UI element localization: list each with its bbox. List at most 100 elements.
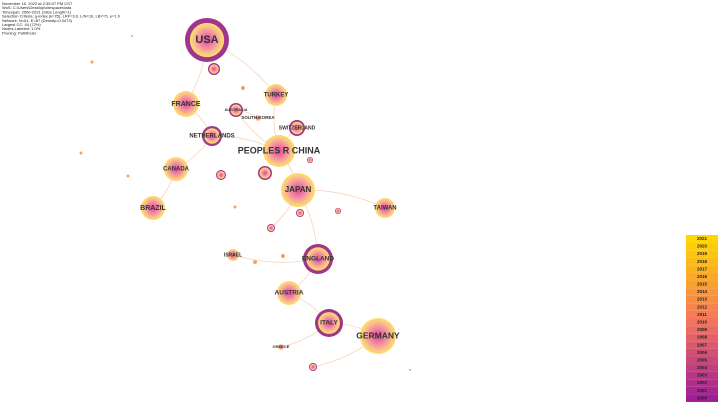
node bbox=[255, 115, 261, 121]
node bbox=[173, 91, 199, 117]
node bbox=[253, 260, 257, 264]
legend-year: 2012 bbox=[697, 304, 708, 309]
node bbox=[307, 157, 313, 163]
node bbox=[265, 84, 287, 106]
legend-swatch bbox=[686, 394, 718, 402]
legend-year: 2004 bbox=[697, 365, 708, 370]
legend: 2021 2020 2019 2018 2017 2016 2015 2014 2013 2012… bbox=[686, 235, 718, 402]
header-line: Network: N=61, E=87 (Density=0.0473) bbox=[2, 18, 73, 23]
legend-year: 2021 bbox=[697, 236, 708, 241]
node bbox=[409, 369, 411, 371]
legend-year: 2016 bbox=[697, 274, 708, 279]
node bbox=[375, 198, 395, 218]
node bbox=[263, 135, 295, 167]
legend-year: 2010 bbox=[697, 319, 708, 324]
legend-year: 2014 bbox=[697, 289, 708, 294]
node bbox=[296, 209, 304, 217]
legend-swatch bbox=[686, 356, 718, 365]
node bbox=[277, 281, 301, 305]
node-label: TURKEY bbox=[264, 93, 289, 99]
node bbox=[267, 224, 275, 232]
legend-swatch bbox=[686, 257, 718, 266]
legend-year: 2009 bbox=[697, 327, 708, 332]
legend-swatch bbox=[686, 379, 718, 387]
node bbox=[131, 35, 133, 37]
node-label: TAIWAN bbox=[373, 206, 396, 212]
legend-year: 2008 bbox=[697, 335, 708, 340]
header-line: Selection Criteria: g-index (k=25), LRF=… bbox=[2, 14, 121, 19]
legend-year: 2002 bbox=[697, 380, 708, 385]
header-line: WoS: C:\Users\Desktop\citespace\data bbox=[2, 5, 72, 10]
legend-swatch bbox=[686, 371, 718, 380]
legend-year: 2013 bbox=[697, 297, 708, 302]
node bbox=[281, 254, 285, 258]
header-line: Timespan: 2000-2021 (Slice Length=1) bbox=[2, 9, 72, 14]
node bbox=[290, 121, 304, 135]
node bbox=[259, 167, 271, 179]
legend-year: 2020 bbox=[697, 244, 708, 249]
legend-swatch bbox=[686, 280, 718, 289]
node bbox=[141, 196, 165, 220]
node bbox=[126, 174, 130, 178]
legend-year: 2000 bbox=[697, 395, 708, 400]
legend-year: 2007 bbox=[697, 342, 708, 347]
legend-year: 2018 bbox=[697, 259, 708, 264]
legend-swatch bbox=[686, 265, 718, 273]
legend-year: 2019 bbox=[697, 251, 708, 256]
node-label: AUSTRALIA bbox=[224, 107, 247, 112]
header-line: Largest CC: 44 (72%) bbox=[2, 22, 41, 27]
node-label: ISRAEL bbox=[224, 252, 242, 258]
header: November 15, 2022 at 2:35:07 PM CSTWoS: … bbox=[2, 1, 121, 35]
node bbox=[90, 60, 94, 64]
node-label: BRAZIL bbox=[140, 205, 166, 212]
legend-swatch bbox=[686, 303, 718, 311]
node bbox=[164, 157, 188, 181]
legend-swatch bbox=[686, 386, 718, 395]
node bbox=[309, 363, 317, 371]
header-line: November 15, 2022 at 2:35:07 PM CST bbox=[2, 1, 73, 6]
node bbox=[281, 173, 315, 207]
node bbox=[217, 171, 225, 179]
legend-swatch bbox=[686, 310, 718, 319]
node-label: PEOPLES R CHINA bbox=[238, 145, 321, 155]
legend-swatch bbox=[686, 333, 718, 342]
node bbox=[241, 86, 245, 90]
node bbox=[335, 208, 341, 214]
legend-swatch bbox=[686, 288, 718, 296]
node bbox=[360, 318, 396, 354]
legend-swatch bbox=[686, 326, 718, 334]
node bbox=[230, 104, 242, 116]
legend-swatch bbox=[686, 341, 718, 349]
node-label: ENGLAND bbox=[302, 256, 334, 263]
nodes: USA FRANCE AUSTRALIA TURKEY SOUTH KOREA SWITZ… bbox=[79, 18, 411, 371]
legend-year: 2003 bbox=[697, 373, 708, 378]
node-label: AUSTRIA bbox=[275, 290, 304, 297]
node bbox=[318, 312, 340, 334]
node-label: ITALY bbox=[320, 320, 338, 327]
node bbox=[189, 22, 225, 58]
legend-swatch bbox=[686, 242, 718, 251]
legend-year: 2001 bbox=[697, 388, 708, 393]
node-label: USA bbox=[195, 34, 218, 46]
legend-swatch bbox=[686, 364, 718, 372]
header-line: Nodes Labeled: 1.0% bbox=[2, 26, 41, 31]
legend-swatch bbox=[686, 295, 718, 304]
node bbox=[204, 128, 220, 144]
node-label: JAPAN bbox=[285, 185, 312, 194]
legend-year: 2015 bbox=[697, 282, 708, 287]
legend-swatch bbox=[686, 272, 718, 281]
node bbox=[79, 151, 83, 155]
node-label: SWITZERLAND bbox=[279, 125, 316, 131]
legend-year: 2017 bbox=[697, 266, 708, 271]
legend-swatch bbox=[686, 318, 718, 327]
legend-swatch bbox=[686, 250, 718, 258]
node-label: FRANCE bbox=[171, 101, 200, 108]
node-label: GREECE bbox=[273, 344, 290, 349]
legend-year: 2006 bbox=[697, 350, 708, 355]
node bbox=[233, 205, 237, 209]
node-label: GERMANY bbox=[356, 330, 400, 340]
node-label: SOUTH KOREA bbox=[241, 115, 275, 120]
node-label: NETHERLANDS bbox=[189, 134, 234, 140]
legend-year: 2011 bbox=[697, 312, 707, 317]
